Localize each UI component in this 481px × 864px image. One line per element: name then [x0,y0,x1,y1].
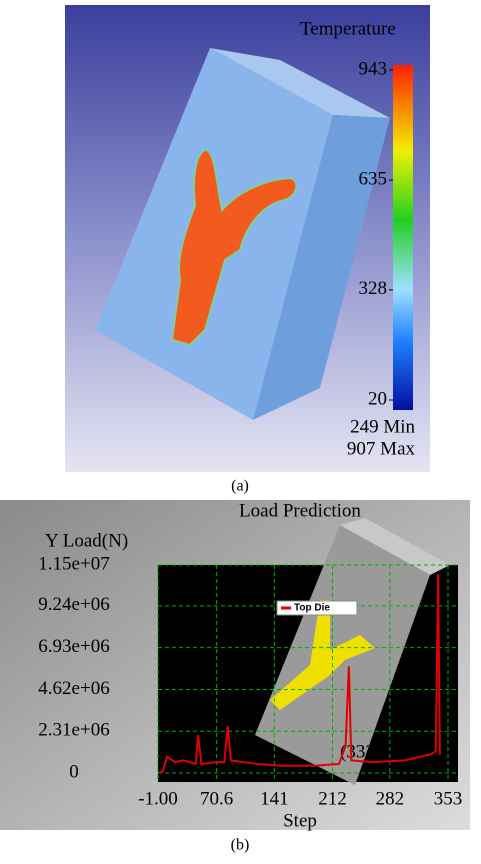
colorbar-tick-label: 635 [359,168,388,189]
x-tick-label: -1.00 [138,788,178,809]
y-tick-label: 9.24e+06 [38,594,109,615]
x-axis-label: Step [283,810,317,831]
y-tick-label: 6.93e+06 [38,636,109,657]
y-tick-label: 2.31e+06 [38,720,109,741]
x-tick-label: 282 [376,788,405,809]
caption-a: (a) [231,478,249,495]
x-tick-label: 212 [318,788,347,809]
y-axis-label: Y Load(N) [45,530,128,551]
x-tick-label: 70.6 [200,788,233,809]
model-render [95,48,390,420]
colorbar-tick-label: 20 [368,388,387,409]
min-label: 249 Min [350,416,415,437]
y-tick-label: 0 [69,761,79,782]
inset-render [255,518,450,785]
x-tick-label: 141 [260,788,289,809]
legend-box [276,600,358,616]
colorbar-tick-label: 328 [359,278,388,299]
panel-a-title: Temperature [300,18,396,39]
x-tick-label: 353 [434,788,463,809]
y-tick-label: 4.62e+06 [38,678,109,699]
series-line [158,574,441,774]
y-tick-label: 1.15e+07 [38,553,109,574]
colorbar-tick-label: 943 [359,58,388,79]
max-label: 907 Max [347,438,416,459]
legend-label: Top Die [294,603,330,614]
caption-b: (b) [231,837,250,854]
point-annotation: (332,1.03e+06) [340,741,457,762]
colorbar [393,65,413,410]
chart-title: Load Prediction [239,500,361,521]
